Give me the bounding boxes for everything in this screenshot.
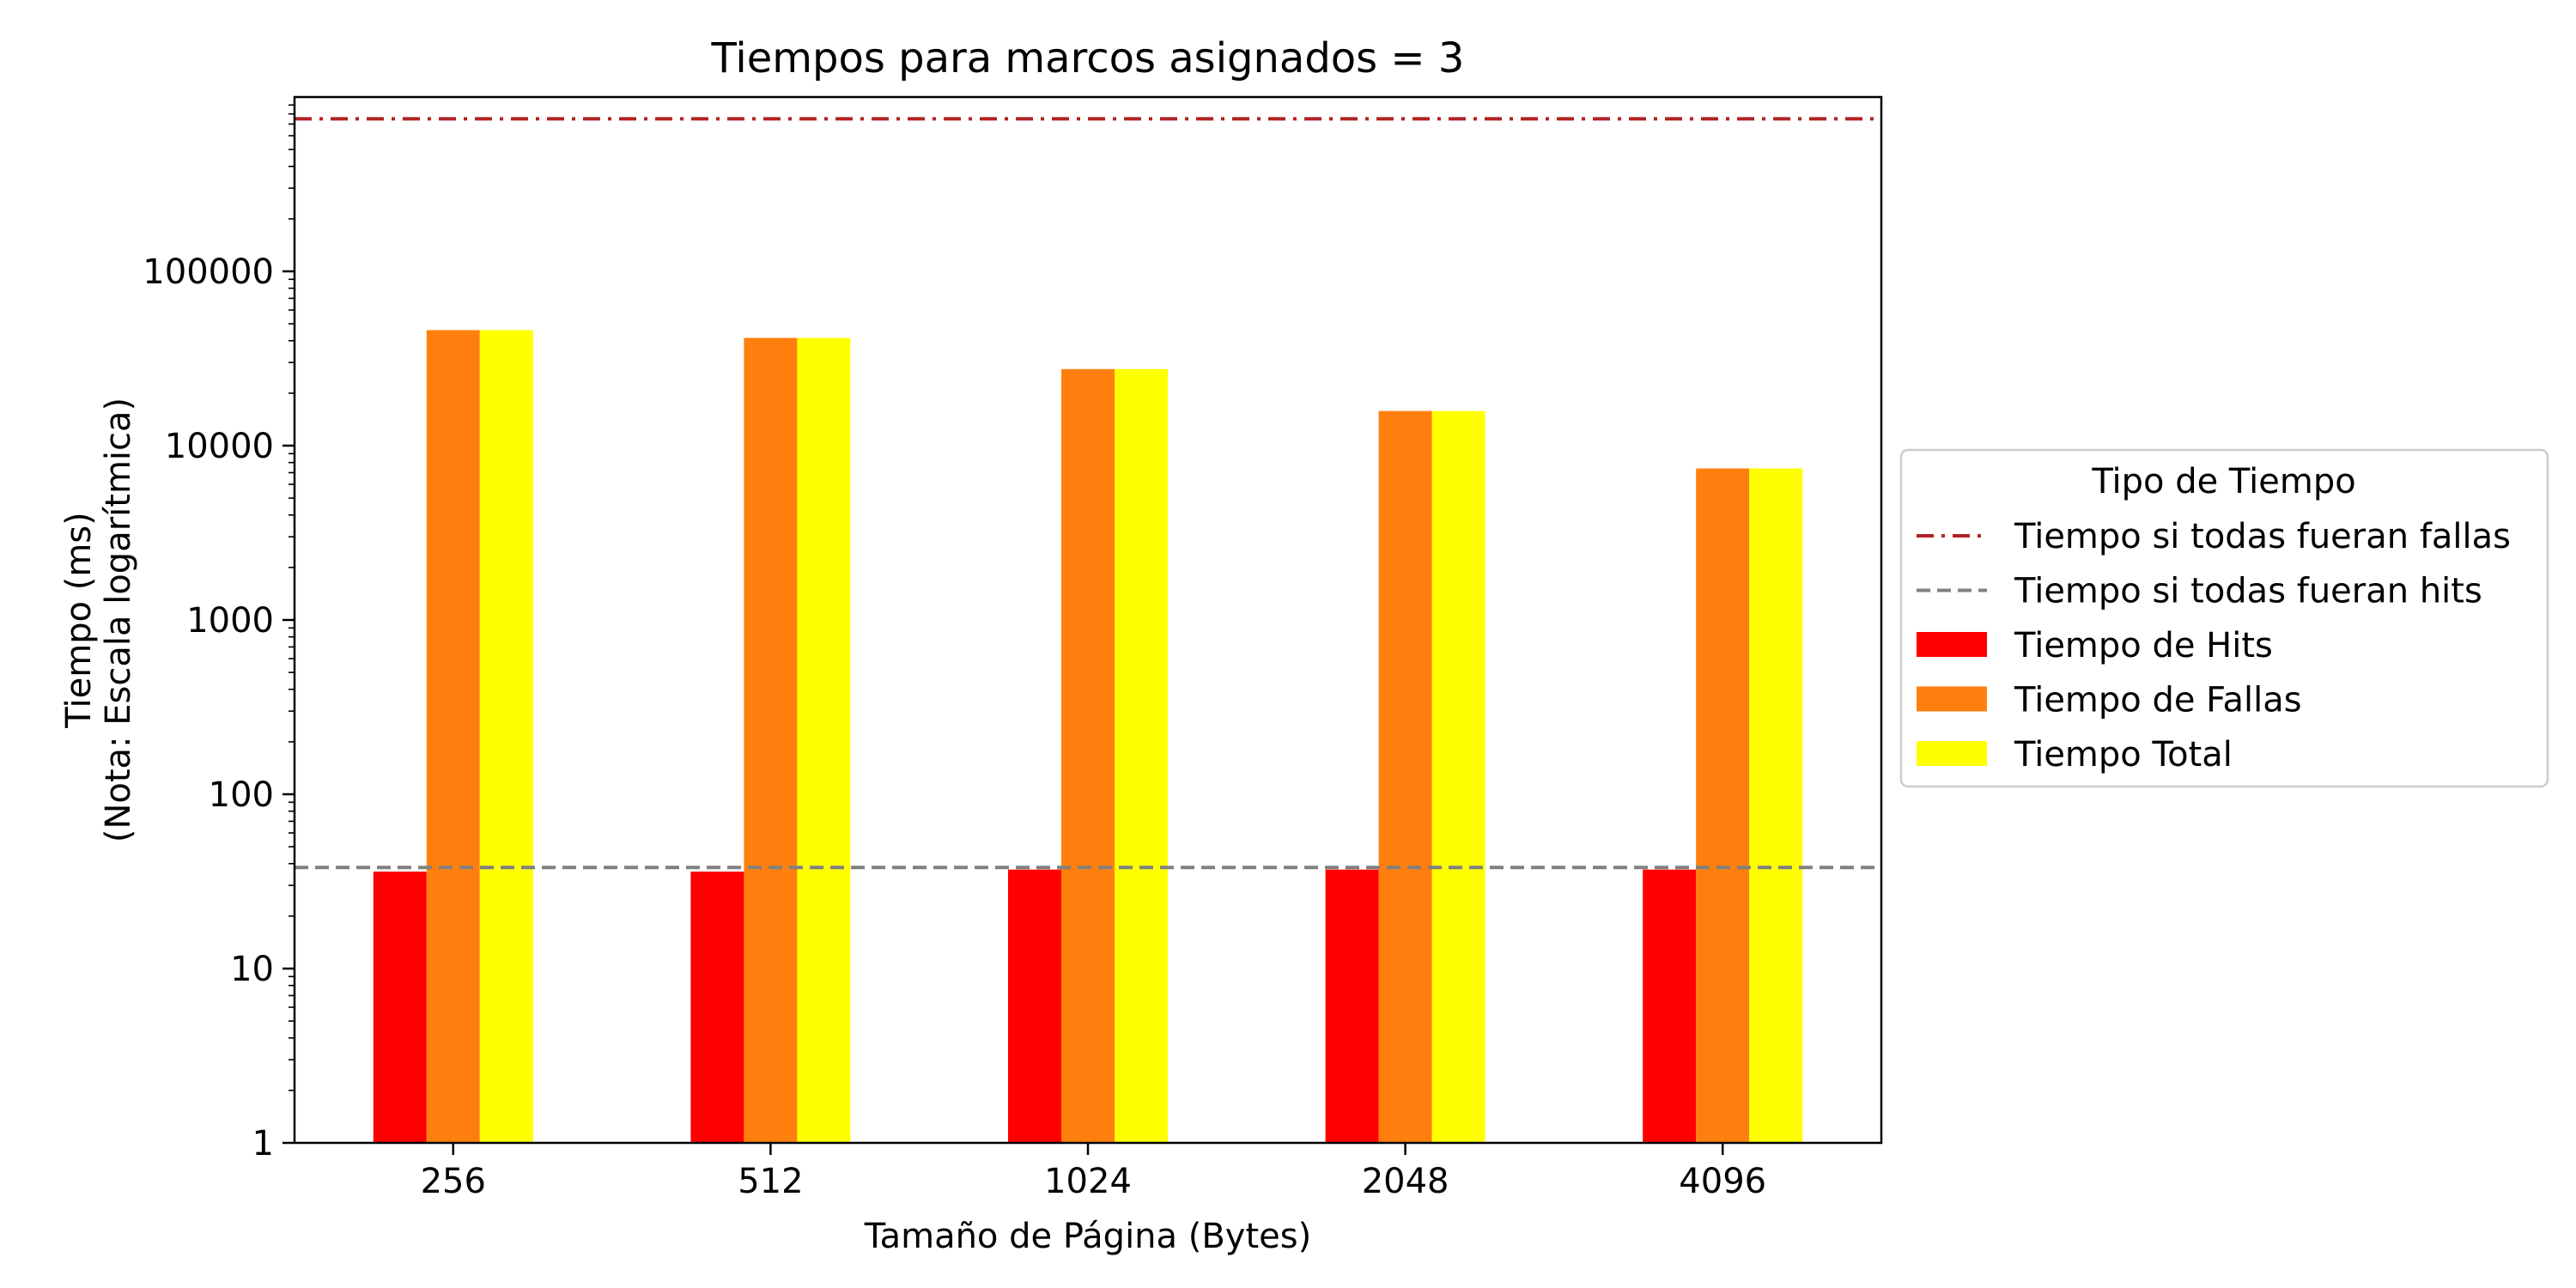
legend-entry-label: Tiempo de Hits bbox=[2014, 626, 2273, 665]
legend-color-swatch bbox=[1917, 741, 1987, 766]
bar-tiempo-de-fallas-1024 bbox=[1061, 368, 1115, 1144]
legend-entry-label: Tiempo de Fallas bbox=[2014, 681, 2302, 720]
bar-tiempo-de-hits-1024 bbox=[1008, 869, 1061, 1143]
bar-tiempo-de-hits-512 bbox=[690, 872, 744, 1143]
y-axis-label-line1: Tiempo (ms) bbox=[59, 512, 99, 728]
y-tick-label: 100 bbox=[209, 775, 274, 815]
legend: Tipo de Tiempo Tiempo si todas fueran fa… bbox=[1899, 448, 2549, 788]
x-tick-label: 4096 bbox=[1679, 1162, 1766, 1201]
y-tick-label: 1 bbox=[252, 1124, 274, 1163]
bar-tiempo-de-hits-256 bbox=[373, 872, 427, 1143]
x-tick-label: 2048 bbox=[1362, 1162, 1449, 1201]
y-tick-label: 1000 bbox=[186, 601, 274, 641]
legend-color-swatch bbox=[1917, 686, 1987, 712]
y-tick-label: 10000 bbox=[165, 427, 274, 466]
bar-tiempo-total-1024 bbox=[1115, 368, 1168, 1144]
legend-color-swatch bbox=[1917, 632, 1987, 657]
bar-tiempo-de-fallas-2048 bbox=[1378, 410, 1432, 1143]
legend-title: Tipo de Tiempo bbox=[2091, 462, 2355, 501]
bar-tiempo-total-512 bbox=[797, 337, 851, 1143]
bar-tiempo-de-fallas-512 bbox=[744, 337, 798, 1143]
y-tick-label: 100000 bbox=[143, 252, 274, 292]
x-tick-label: 1024 bbox=[1044, 1162, 1132, 1201]
bar-tiempo-total-256 bbox=[479, 330, 533, 1143]
bar-tiempo-de-fallas-4096 bbox=[1696, 468, 1750, 1143]
x-tick-label: 512 bbox=[738, 1162, 803, 1201]
legend-entry-label: Tiempo Total bbox=[2014, 735, 2233, 775]
bar-tiempo-total-2048 bbox=[1431, 410, 1485, 1143]
y-axis-label-line2: (Nota: Escala logarítmica) bbox=[99, 398, 138, 842]
y-axis: 1 10 100 1000 10000 100000 bbox=[143, 104, 295, 1163]
legend-entry-label: Tiempo si todas fueran fallas bbox=[2014, 517, 2511, 556]
bar-tiempo-de-hits-2048 bbox=[1325, 869, 1379, 1143]
x-axis: 256 512 1024 2048 4096 bbox=[421, 1143, 1766, 1201]
x-tick-label: 256 bbox=[421, 1162, 486, 1201]
bar-tiempo-total-4096 bbox=[1749, 468, 1803, 1143]
bar-tiempo-de-hits-4096 bbox=[1643, 869, 1697, 1143]
legend-entry-label: Tiempo si todas fueran hits bbox=[2014, 572, 2482, 611]
chart-title: Tiempos para marcos asignados = 3 bbox=[711, 34, 1465, 82]
plot-area bbox=[295, 117, 1881, 1144]
bar-tiempo-de-fallas-256 bbox=[426, 330, 480, 1143]
y-tick-label: 10 bbox=[230, 950, 274, 989]
x-axis-label: Tamaño de Página (Bytes) bbox=[864, 1217, 1311, 1256]
legend-frame bbox=[1899, 448, 2549, 788]
